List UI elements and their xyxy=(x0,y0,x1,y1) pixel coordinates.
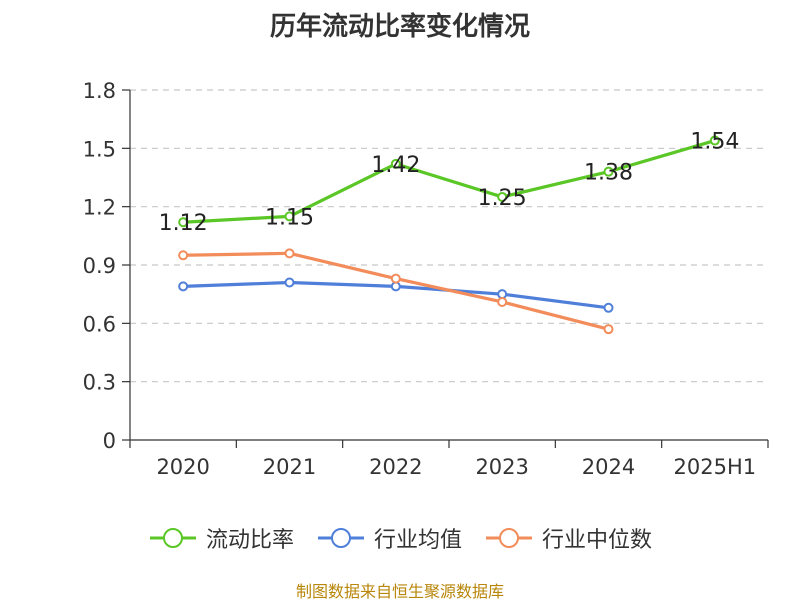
legend-item[interactable]: 行业均值 xyxy=(316,522,462,554)
data-label: 1.42 xyxy=(371,153,420,178)
data-point[interactable] xyxy=(603,324,614,335)
y-tick-label: 0.6 xyxy=(83,312,116,336)
legend: 流动比率 行业均值 行业中位数 xyxy=(0,520,800,556)
data-point[interactable] xyxy=(390,158,401,169)
legend-item[interactable]: 行业中位数 xyxy=(484,522,652,554)
data-point[interactable] xyxy=(497,191,508,202)
data-point[interactable] xyxy=(178,250,189,261)
series-lines xyxy=(178,135,720,335)
data-point[interactable] xyxy=(497,296,508,307)
data-point[interactable] xyxy=(709,135,720,146)
data-label: 1.25 xyxy=(478,186,527,211)
y-tick-label: 1.8 xyxy=(83,79,116,103)
legend-item[interactable]: 流动比率 xyxy=(148,522,294,554)
y-tick-label: 1.2 xyxy=(83,196,116,220)
legend-line-marker-icon xyxy=(149,528,196,548)
data-label: 1.12 xyxy=(159,211,208,236)
legend-line-marker-icon xyxy=(317,528,364,548)
data-point[interactable] xyxy=(284,248,295,259)
grid-lines xyxy=(130,89,768,383)
legend-label: 流动比率 xyxy=(205,528,294,553)
data-point[interactable] xyxy=(603,302,614,313)
legend-label: 行业均值 xyxy=(373,528,462,553)
data-label: 1.54 xyxy=(690,130,739,155)
axes: 0 0.3 0.6 0.9 1.2 1.5 1.8 2020 2021 2022 2023 2024 2… xyxy=(83,79,769,479)
data-label: 1.15 xyxy=(265,205,314,230)
x-tick-label: 2023 xyxy=(475,455,528,479)
legend-label: 行业中位数 xyxy=(542,528,653,553)
data-point[interactable] xyxy=(390,273,401,284)
y-tick-label: 0.3 xyxy=(83,371,116,395)
legend-line-marker-icon xyxy=(486,528,532,548)
data-point[interactable] xyxy=(603,166,614,177)
x-tick-label: 2025H1 xyxy=(674,455,757,479)
x-tick-label: 2021 xyxy=(263,455,316,479)
y-tick-label: 1.5 xyxy=(83,137,116,161)
x-tick-label: 2022 xyxy=(369,455,422,479)
data-labels: 1.12 1.15 1.42 1.25 1.38 1.54 xyxy=(159,130,740,237)
y-tick-label: 0 xyxy=(103,429,116,453)
x-tick-label: 2020 xyxy=(156,455,209,479)
data-point[interactable] xyxy=(178,281,189,292)
y-tick-label: 0.9 xyxy=(83,254,116,278)
data-point[interactable] xyxy=(178,217,189,228)
data-point[interactable] xyxy=(284,277,295,288)
series-line xyxy=(181,138,717,224)
x-tick-label: 2024 xyxy=(582,455,635,479)
chart-title: 历年流动比率变化情况 xyxy=(269,12,530,42)
data-label: 1.38 xyxy=(584,161,633,186)
data-source-note: 制图数据来自恒生聚源数据库 xyxy=(295,582,504,600)
data-point[interactable] xyxy=(284,211,295,222)
